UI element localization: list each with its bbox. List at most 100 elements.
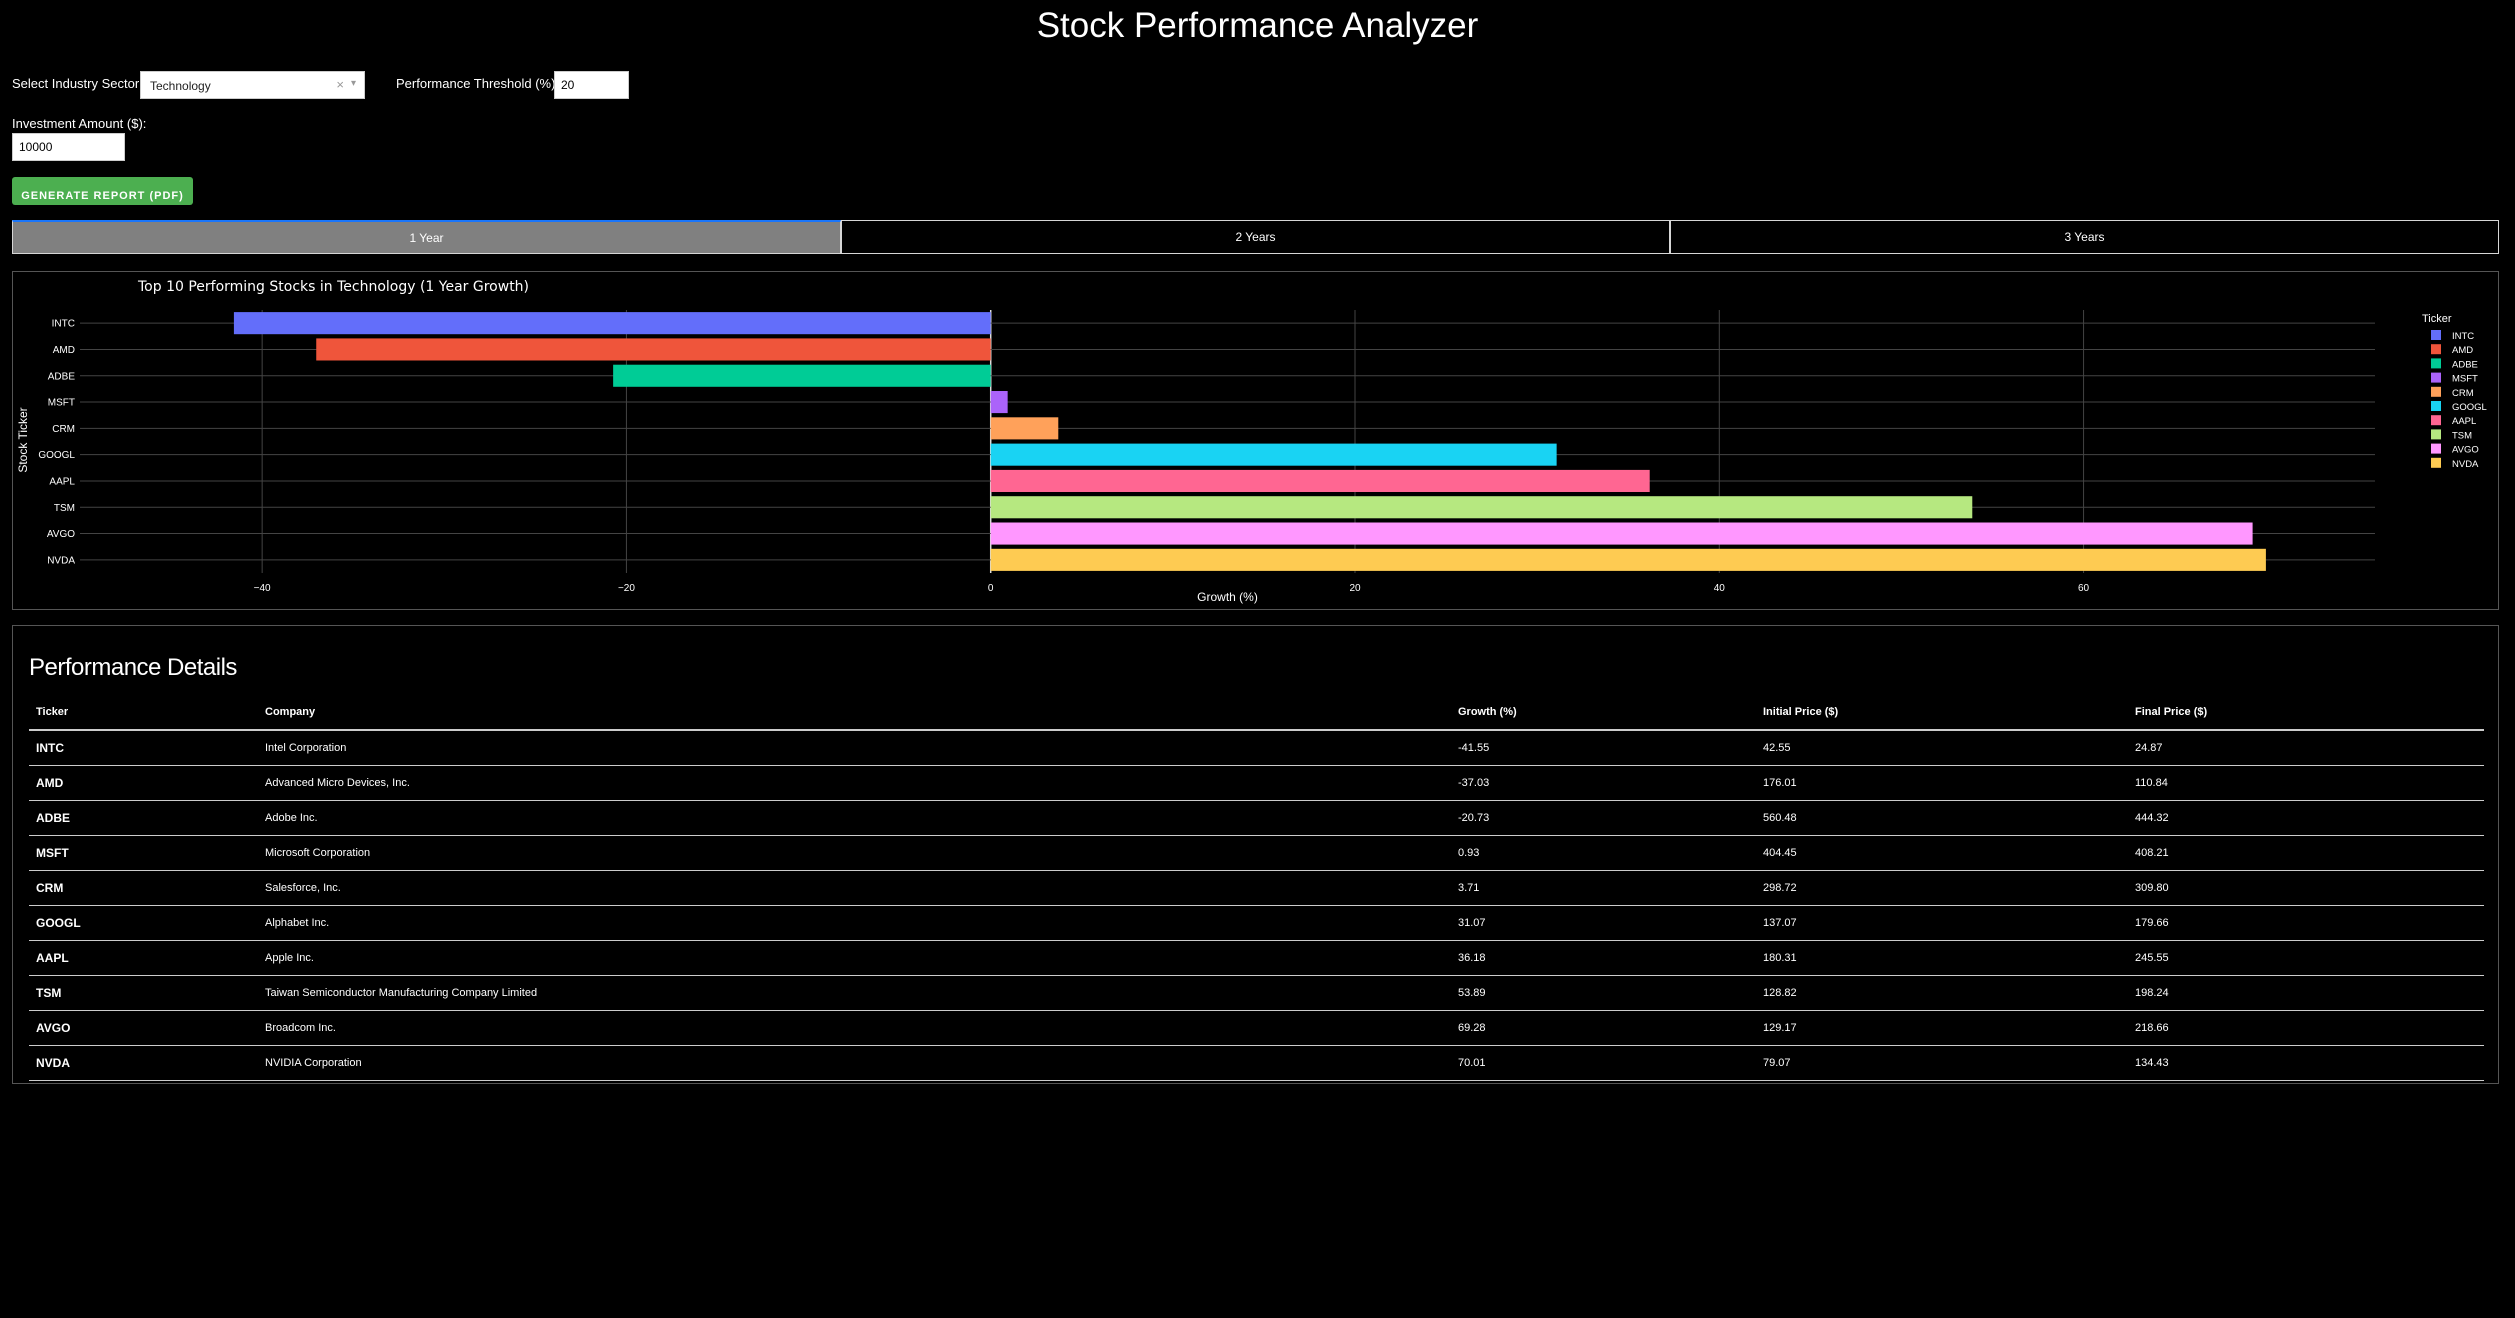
cell-ticker: INTC — [29, 730, 258, 766]
legend-label: GOOGL — [2452, 402, 2487, 413]
legend-label: TSM — [2452, 430, 2472, 441]
table-row: AMD Advanced Micro Devices, Inc. -37.03 176… — [29, 765, 2484, 801]
legend-swatch-nvda — [2431, 457, 2441, 468]
y-tick-label: GOOGL — [38, 450, 75, 461]
x-tick-label: −40 — [254, 583, 271, 594]
x-tick-label: −20 — [618, 583, 635, 594]
column-header-ticker: Ticker — [29, 694, 258, 731]
cell-ticker: AMD — [29, 765, 258, 801]
cell-final-price: 110.84 — [2128, 765, 2484, 801]
cell-final-price: 245.55 — [2128, 940, 2484, 976]
cell-initial-price: 137.07 — [1756, 905, 2128, 941]
cell-initial-price: 128.82 — [1756, 975, 2128, 1011]
threshold-input[interactable] — [554, 71, 629, 99]
cell-ticker: CRM — [29, 870, 258, 906]
y-tick-label: CRM — [52, 424, 75, 435]
table-row: NVDA NVIDIA Corporation 70.01 79.07 134.43 — [29, 1045, 2484, 1081]
bar-adbe — [613, 364, 991, 387]
cell-company: Taiwan Semiconductor Manufacturing Compa… — [258, 975, 1451, 1011]
cell-ticker: AVGO — [29, 1010, 258, 1046]
cell-initial-price: 129.17 — [1756, 1010, 2128, 1046]
cell-ticker: GOOGL — [29, 905, 258, 941]
y-tick-label: ADBE — [48, 371, 76, 382]
y-tick-label: AAPL — [49, 476, 75, 487]
legend-label: NVDA — [2452, 459, 2479, 470]
cell-final-price: 309.80 — [2128, 870, 2484, 906]
bar-msft — [990, 391, 1008, 414]
table-row: ADBE Adobe Inc. -20.73 560.48 444.32 — [29, 800, 2484, 836]
y-tick-label: TSM — [54, 503, 75, 514]
legend-swatch-crm — [2431, 386, 2441, 397]
legend-title: Ticker — [2422, 313, 2452, 325]
cell-ticker: NVDA — [29, 1045, 258, 1081]
legend-swatch-msft — [2431, 372, 2441, 383]
y-tick-label: AVGO — [47, 529, 75, 540]
bar-aapl — [990, 469, 1650, 492]
cell-company: Apple Inc. — [258, 940, 1451, 976]
cell-initial-price: 404.45 — [1756, 835, 2128, 871]
cell-company: Salesforce, Inc. — [258, 870, 1451, 906]
cell-growth: -20.73 — [1451, 800, 1756, 836]
x-tick-label: 20 — [1349, 583, 1361, 594]
legend-swatch-tsm — [2431, 429, 2441, 440]
legend-swatch-aapl — [2431, 415, 2441, 426]
cell-final-price: 218.66 — [2128, 1010, 2484, 1046]
cell-company: Adobe Inc. — [258, 800, 1451, 836]
cell-final-price: 179.66 — [2128, 905, 2484, 941]
chart-panel: −40 −20 0 20 40 60 INTC AMD ADBE MSFT CRM GOOGL AAPL… — [12, 271, 2499, 610]
tab-3-years[interactable]: 3 Years — [1670, 220, 2499, 254]
y-tick-label: NVDA — [47, 555, 75, 566]
bar-amd — [316, 338, 991, 361]
cell-growth: 36.18 — [1451, 940, 1756, 976]
bar-tsm — [990, 496, 1973, 519]
table-row: AAPL Apple Inc. 36.18 180.31 245.55 — [29, 940, 2484, 976]
cell-final-price: 198.24 — [2128, 975, 2484, 1011]
cell-company: NVIDIA Corporation — [258, 1045, 1451, 1081]
y-tick-label: MSFT — [48, 398, 75, 409]
column-header-final-price: Final Price ($) — [2128, 694, 2484, 731]
generate-report-button[interactable]: GENERATE REPORT (PDF) — [12, 177, 193, 205]
cell-initial-price: 560.48 — [1756, 800, 2128, 836]
legend-label: INTC — [2452, 331, 2474, 342]
tab-2-years[interactable]: 2 Years — [841, 220, 1670, 254]
bar-nvda — [990, 548, 2266, 571]
cell-company: Alphabet Inc. — [258, 905, 1451, 941]
table-row: GOOGL Alphabet Inc. 31.07 137.07 179.66 — [29, 905, 2484, 941]
column-header-initial-price: Initial Price ($) — [1756, 694, 2128, 731]
cell-growth: 69.28 — [1451, 1010, 1756, 1046]
cell-growth: 0.93 — [1451, 835, 1756, 871]
legend-label: AAPL — [2452, 416, 2476, 427]
y-axis-title: Stock Ticker — [16, 407, 30, 472]
x-tick-label: 0 — [988, 583, 994, 594]
cell-growth: 53.89 — [1451, 975, 1756, 1011]
threshold-label: Performance Threshold (%): — [396, 76, 560, 91]
investment-input[interactable] — [12, 133, 125, 161]
tab-1-year[interactable]: 1 Year — [12, 220, 841, 254]
cell-growth: 70.01 — [1451, 1045, 1756, 1081]
sector-dropdown[interactable]: Technology × ▾ — [140, 71, 365, 99]
cell-growth: -37.03 — [1451, 765, 1756, 801]
clear-icon[interactable]: × — [336, 77, 344, 92]
cell-growth: 3.71 — [1451, 870, 1756, 906]
cell-ticker: MSFT — [29, 835, 258, 871]
y-tick-label: INTC — [52, 319, 75, 330]
period-tabs: 1 Year 2 Years 3 Years — [12, 220, 2499, 254]
bar-crm — [990, 417, 1059, 440]
growth-bar-chart: −40 −20 0 20 40 60 INTC AMD ADBE MSFT CRM GOOGL AAPL… — [16, 279, 2487, 604]
details-table: Ticker Company Growth (%) Initial Price … — [29, 694, 2484, 1081]
legend-label: ADBE — [2452, 359, 2478, 370]
legend-label: AMD — [2452, 345, 2473, 356]
cell-company: Broadcom Inc. — [258, 1010, 1451, 1046]
cell-final-price: 408.21 — [2128, 835, 2484, 871]
cell-initial-price: 79.07 — [1756, 1045, 2128, 1081]
column-header-company: Company — [258, 694, 1451, 731]
cell-company: Microsoft Corporation — [258, 835, 1451, 871]
cell-final-price: 134.43 — [2128, 1045, 2484, 1081]
y-tick-label: AMD — [53, 345, 75, 356]
legend-swatch-avgo — [2431, 443, 2441, 454]
details-title: Performance Details — [29, 654, 237, 681]
cell-company: Advanced Micro Devices, Inc. — [258, 765, 1451, 801]
legend-label: MSFT — [2452, 374, 2478, 385]
chevron-down-icon[interactable]: ▾ — [350, 78, 356, 89]
cell-final-price: 24.87 — [2128, 730, 2484, 766]
